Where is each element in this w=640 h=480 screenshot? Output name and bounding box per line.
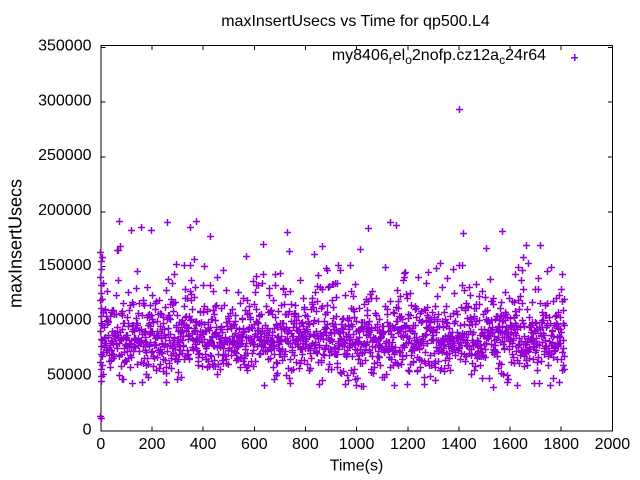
svg-text:maxInsertUsecs: maxInsertUsecs	[6, 179, 26, 308]
svg-text:0: 0	[83, 421, 92, 438]
svg-text:0: 0	[96, 436, 105, 453]
svg-text:250000: 250000	[38, 147, 91, 164]
svg-text:300000: 300000	[38, 92, 91, 109]
svg-text:50000: 50000	[47, 367, 92, 384]
svg-text:200000: 200000	[38, 202, 91, 219]
svg-text:1000: 1000	[339, 436, 375, 453]
svg-text:maxInsertUsecs vs Time for qp5: maxInsertUsecs vs Time for qp500.L4	[221, 13, 490, 30]
svg-text:200: 200	[139, 436, 166, 453]
svg-text:800: 800	[292, 436, 319, 453]
svg-text:600: 600	[241, 436, 268, 453]
svg-text:400: 400	[190, 436, 217, 453]
svg-text:100000: 100000	[38, 312, 91, 329]
svg-text:1600: 1600	[492, 436, 528, 453]
svg-text:2000: 2000	[595, 436, 631, 453]
svg-text:1200: 1200	[390, 436, 426, 453]
svg-text:1400: 1400	[441, 436, 477, 453]
svg-text:1800: 1800	[543, 436, 579, 453]
svg-text:Time(s): Time(s)	[330, 458, 384, 475]
svg-text:my8406relo2nofp.cz12ac24r64: my8406relo2nofp.cz12ac24r64	[332, 47, 546, 67]
svg-text:350000: 350000	[38, 38, 91, 55]
svg-text:150000: 150000	[38, 257, 91, 274]
